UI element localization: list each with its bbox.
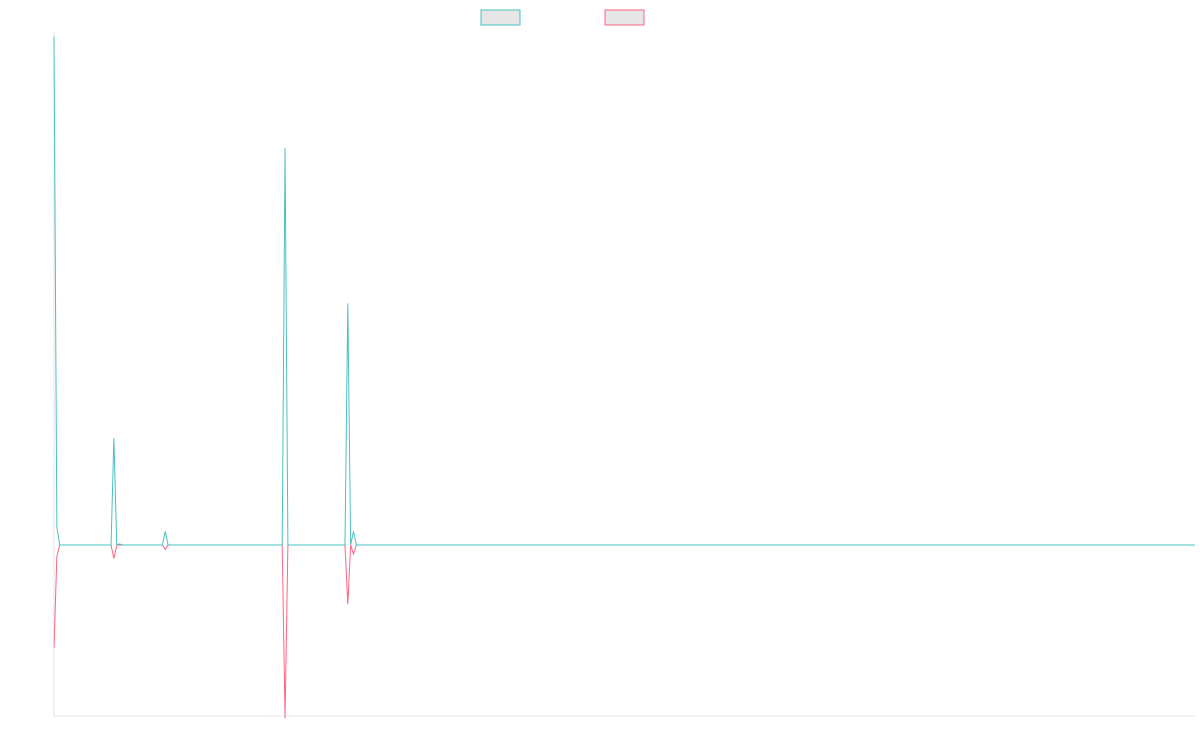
legend [480, 9, 645, 26]
legend-swatch-1[interactable] [480, 9, 521, 26]
series-line-2 [53, 544, 1195, 719]
series-line-1 [53, 36, 1195, 546]
series-layer [53, 36, 1195, 719]
axes [53, 32, 1195, 717]
legend-swatch-2[interactable] [604, 9, 645, 26]
